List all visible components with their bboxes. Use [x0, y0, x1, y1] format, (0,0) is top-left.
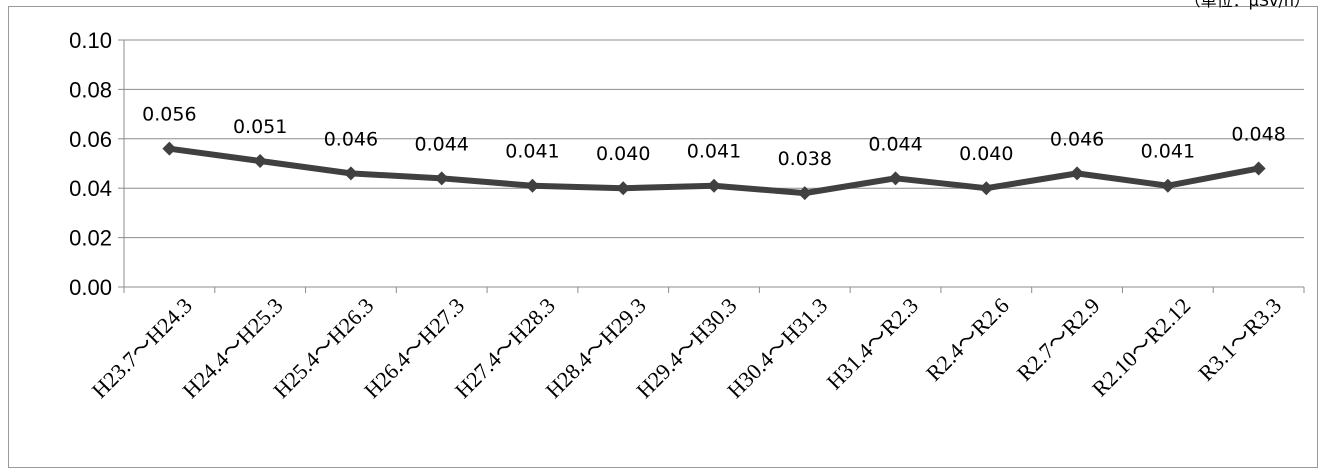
x-tick-label: H31.4～R2.3	[822, 293, 924, 395]
data-point-marker	[343, 166, 358, 181]
x-tick-label: R2.4～R2.6	[921, 293, 1014, 386]
y-axis-ticks: 0.00 0.02 0.04 0.06 0.08 0.10	[69, 28, 124, 300]
data-point-marker	[979, 181, 994, 196]
data-label: 0.046	[1050, 128, 1104, 150]
data-label: 0.056	[142, 104, 196, 126]
data-point-marker	[525, 178, 540, 193]
x-tick-label: R3.1～R3.3	[1193, 293, 1286, 386]
gridlines	[124, 39, 1304, 239]
y-tick-label: 0.02	[69, 226, 112, 251]
x-tick-label: R2.7～R2.9	[1012, 293, 1105, 386]
data-label: 0.044	[414, 133, 468, 155]
unit-label: （単位：µSv/h）	[1185, 0, 1310, 10]
data-point-marker	[797, 186, 812, 201]
data-point-marker	[253, 154, 268, 169]
chart-frame	[8, 6, 1318, 468]
data-label: 0.038	[778, 148, 832, 170]
series-line	[162, 141, 1266, 201]
data-label: 0.040	[596, 143, 650, 165]
data-label: 0.051	[233, 116, 287, 138]
data-label: 0.041	[1141, 141, 1195, 163]
data-point-marker	[434, 171, 449, 186]
y-tick-label: 0.10	[69, 28, 112, 53]
y-tick-label: 0.00	[69, 275, 112, 300]
data-point-marker	[1070, 166, 1085, 181]
x-tick-label: R2.10～R2.12	[1087, 293, 1195, 401]
data-point-marker	[616, 181, 631, 196]
data-point-marker	[162, 141, 177, 156]
data-point-marker	[1251, 161, 1266, 176]
data-labels: 0.056 0.051 0.046 0.044 0.041 0.040 0.041 0.038…	[142, 104, 1286, 170]
y-tick-label: 0.04	[69, 176, 112, 201]
data-label: 0.040	[959, 143, 1013, 165]
y-tick-label: 0.06	[69, 127, 112, 152]
data-label: 0.044	[868, 133, 922, 155]
data-label: 0.048	[1231, 123, 1285, 145]
data-point-marker	[888, 171, 903, 186]
axes	[123, 40, 1304, 288]
data-label: 0.041	[687, 141, 741, 163]
data-point-marker	[707, 178, 721, 193]
data-label: 0.041	[505, 141, 559, 163]
data-label: 0.046	[324, 128, 378, 150]
y-tick-label: 0.08	[69, 77, 112, 102]
x-axis-ticks: H23.7～H24.3H24.4～H25.3H25.4～H26.3H26.4～H…	[87, 287, 1305, 403]
data-point-marker	[1160, 178, 1175, 193]
